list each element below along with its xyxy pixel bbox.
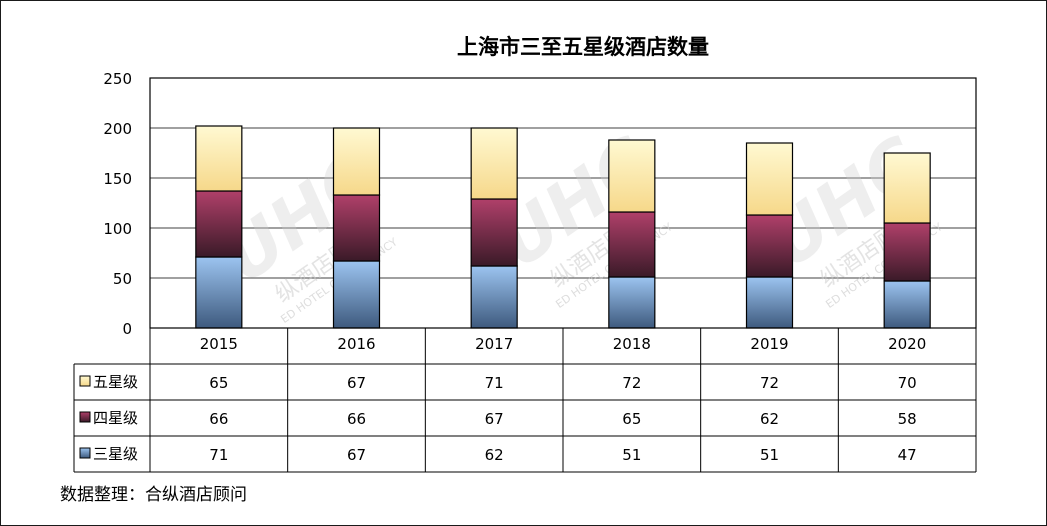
data-label: 62 — [760, 410, 779, 428]
bar-segment — [470, 127, 518, 200]
data-label: 67 — [485, 410, 504, 428]
data-label: 66 — [209, 410, 228, 428]
bar-segment — [470, 265, 518, 329]
bar-segment — [195, 256, 243, 329]
x-category-label: 2015 — [200, 335, 238, 353]
data-label: 47 — [898, 446, 917, 464]
data-label: 70 — [898, 374, 917, 392]
bar-segment — [332, 194, 381, 262]
source-note: 数据整理：合纵酒店顾问 — [60, 485, 247, 505]
data-label: 58 — [898, 410, 917, 428]
bar-segment — [195, 190, 243, 258]
legend-label: 三星级 — [93, 445, 138, 463]
legend-label: 四星级 — [93, 409, 138, 427]
gridlines — [150, 127, 976, 279]
bar-segment — [470, 198, 518, 267]
x-category-label: 2018 — [613, 335, 651, 353]
data-label: 72 — [622, 374, 641, 392]
bar-segment — [883, 280, 931, 329]
y-tick-label: 150 — [103, 170, 132, 188]
data-label: 51 — [760, 446, 779, 464]
data-label: 71 — [209, 446, 228, 464]
y-axis-ticks: 0 50 100 150 200 250 — [103, 70, 132, 338]
data-label: 72 — [760, 374, 779, 392]
y-tick-label: 100 — [103, 220, 132, 238]
y-tick-label: 50 — [113, 270, 132, 288]
chart-title: 上海市三至五星级酒店数量 — [457, 35, 709, 59]
bar-segment — [608, 211, 656, 278]
data-label: 65 — [209, 374, 228, 392]
y-tick-label: 200 — [103, 120, 132, 138]
data-label: 67 — [347, 446, 366, 464]
bar-segment — [332, 260, 381, 329]
bar-segment — [883, 152, 931, 224]
bar-segment — [745, 142, 794, 216]
data-label: 65 — [622, 410, 641, 428]
bar-segment — [745, 276, 794, 329]
data-label: 71 — [485, 374, 504, 392]
x-category-label: 2016 — [337, 335, 375, 353]
legend-label: 五星级 — [93, 373, 138, 391]
bars — [195, 125, 931, 329]
legend-swatch — [79, 447, 91, 459]
bar-segment — [608, 139, 656, 213]
x-category-label: 2019 — [750, 335, 788, 353]
bar-segment — [745, 214, 794, 278]
bar-segment — [195, 125, 243, 192]
y-tick-label: 0 — [122, 320, 132, 338]
bar-segment — [883, 222, 931, 282]
x-category-label: 2017 — [475, 335, 513, 353]
x-category-label: 2020 — [888, 335, 926, 353]
bar-segment — [608, 276, 656, 329]
data-label: 67 — [347, 374, 366, 392]
data-label: 62 — [485, 446, 504, 464]
legend-swatch — [79, 375, 91, 387]
legend-swatch — [79, 411, 91, 423]
bar-segment — [332, 127, 381, 196]
data-table: 2015 2016 2017 2018 2019 2020 五星级 65 67 71 72 72 70 四… — [73, 328, 977, 473]
y-tick-label: 250 — [103, 70, 132, 88]
data-label: 66 — [347, 410, 366, 428]
data-label: 51 — [622, 446, 641, 464]
